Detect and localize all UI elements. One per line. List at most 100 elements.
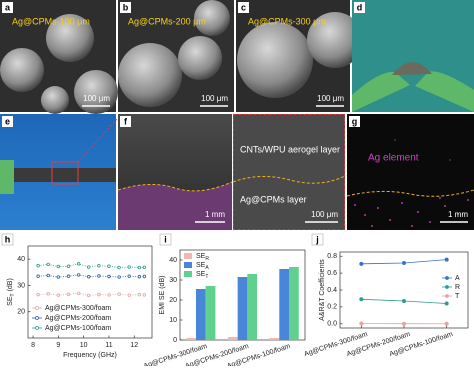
- legend-marker: [36, 327, 39, 330]
- panel-label: d: [357, 2, 363, 12]
- bar: [228, 337, 238, 340]
- point: [77, 292, 80, 295]
- legend-swatch: [184, 253, 192, 259]
- x-tick-label: 12: [130, 342, 138, 349]
- legend-label: R: [455, 284, 460, 291]
- point: [445, 258, 448, 261]
- panel-label: j: [315, 234, 319, 244]
- point: [402, 261, 405, 264]
- y-tick-label: 20: [169, 297, 177, 304]
- panel-b: b Ag@CPMs-200 μm 100 μm: [118, 0, 234, 112]
- point: [67, 293, 70, 296]
- point: [37, 275, 40, 278]
- y-tick-label: 0.6: [327, 270, 337, 277]
- point: [67, 275, 70, 278]
- point: [128, 294, 131, 297]
- y-tick-label: 40: [17, 256, 25, 263]
- panel-e: e: [0, 114, 118, 230]
- bar: [289, 267, 299, 340]
- point: [360, 322, 363, 325]
- point: [138, 275, 141, 278]
- point: [445, 322, 448, 325]
- legend-swatch: [184, 262, 192, 268]
- y-axis-label: SET (dB): [7, 278, 16, 306]
- caption: Ag element: [368, 153, 419, 164]
- point: [402, 299, 405, 302]
- point: [47, 274, 50, 277]
- y-axis-label-main: SE: [7, 296, 14, 306]
- legend-label: T: [455, 293, 460, 300]
- legend-label-sub: R: [205, 256, 209, 262]
- scale-label: 100 μm: [83, 94, 110, 103]
- caption: Ag@CPMs-200 μm: [128, 16, 206, 26]
- legend-marker: [446, 277, 449, 280]
- scale-label: 100 μm: [317, 94, 344, 103]
- layer-label: CNTs/WPU aerogel layer: [240, 144, 340, 154]
- panel-f: f 1 mm: [118, 114, 232, 230]
- point: [118, 266, 121, 269]
- point: [118, 276, 121, 279]
- panel-label: c: [241, 2, 246, 12]
- point: [87, 294, 90, 297]
- point: [138, 266, 141, 269]
- point: [118, 293, 121, 296]
- panel-a: a Ag@CPMs-100 μm 100 μm: [0, 0, 118, 114]
- panel-label: i: [164, 234, 167, 244]
- y-tick-label: 40: [169, 257, 177, 264]
- legend-marker: [36, 317, 39, 320]
- caption: Ag@CPMs-300 μm: [248, 16, 326, 26]
- point: [57, 265, 60, 268]
- y-axis-label: EMI SE (dB): [159, 276, 166, 315]
- point: [47, 293, 50, 296]
- legend-label-sub: A: [205, 265, 209, 271]
- legend-label-main: SE: [196, 253, 206, 260]
- point: [98, 264, 101, 267]
- y-tick-label: 20: [17, 309, 25, 316]
- point: [57, 294, 60, 297]
- legend-marker: [36, 307, 39, 310]
- point: [360, 298, 363, 301]
- point: [98, 293, 101, 296]
- legend-label-sub: T: [205, 274, 208, 280]
- panel-d: d: [352, 0, 474, 112]
- legend-label-main: SE: [196, 262, 206, 269]
- point: [98, 275, 101, 278]
- panel-label: g: [352, 116, 358, 126]
- panel-label: b: [123, 2, 129, 12]
- point: [37, 264, 40, 267]
- x-tick-label: 8: [31, 342, 35, 349]
- y-axis-label-unit: (dB): [7, 278, 14, 291]
- y-tick-label: 0.2: [327, 304, 337, 311]
- point: [143, 294, 146, 297]
- legend-label: SET: [196, 271, 208, 280]
- point: [108, 265, 111, 268]
- bar: [196, 289, 206, 340]
- point: [143, 275, 146, 278]
- point: [77, 274, 80, 277]
- bar: [206, 286, 216, 340]
- y-tick-label: 0.0: [327, 321, 337, 328]
- bar: [238, 277, 248, 340]
- point: [37, 293, 40, 296]
- panel-f-zoom: CNTs/WPU aerogel layer Ag@CPMs layer 100…: [233, 114, 345, 230]
- x-tick-label: 9: [56, 342, 60, 349]
- y-axis-label-sub: T: [10, 293, 16, 296]
- legend-marker: [446, 295, 449, 298]
- point: [128, 266, 131, 269]
- scale-label: 1 mm: [448, 210, 468, 219]
- legend-swatch: [184, 271, 192, 277]
- point: [57, 276, 60, 279]
- point: [87, 275, 90, 278]
- panel-label: e: [5, 116, 10, 126]
- y-tick-label: 30: [17, 282, 25, 289]
- y-tick-label: 0.8: [327, 253, 337, 260]
- point: [143, 266, 146, 269]
- y-tick-label: 30: [169, 277, 177, 284]
- point: [445, 302, 448, 305]
- point: [360, 262, 363, 265]
- y-tick-label: 0.4: [327, 287, 337, 294]
- x-tick-label: 10: [80, 342, 88, 349]
- point: [77, 263, 80, 266]
- bar: [270, 338, 280, 340]
